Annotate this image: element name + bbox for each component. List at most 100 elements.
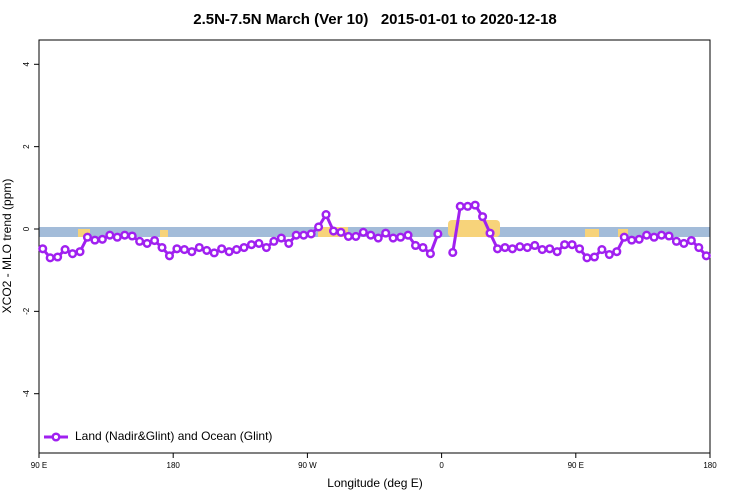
data-point — [604, 249, 614, 260]
data-point — [45, 253, 55, 263]
data-point — [60, 245, 70, 255]
data-point — [522, 242, 532, 253]
data-point — [53, 252, 63, 262]
y-tick-label: 4 — [22, 62, 31, 67]
data-point — [701, 251, 711, 261]
x-tick-label: 90 W — [298, 461, 317, 470]
data-point — [649, 232, 659, 242]
data-point — [343, 231, 353, 241]
data-point — [612, 247, 622, 257]
data-point — [202, 245, 212, 255]
data-point — [157, 242, 167, 253]
data-point — [388, 233, 398, 243]
data-point — [299, 230, 309, 240]
x-axis-label: Longitude (deg E) — [327, 476, 422, 490]
x-tick-label: 180 — [167, 461, 181, 470]
data-point — [306, 229, 316, 239]
data-point — [627, 235, 637, 245]
data-point — [619, 232, 629, 242]
data-point — [396, 232, 406, 242]
data-point — [284, 238, 294, 248]
data-point — [90, 235, 100, 245]
data-point — [276, 233, 286, 243]
data-point — [664, 231, 674, 241]
data-point — [507, 244, 517, 254]
data-point — [634, 234, 644, 244]
y-tick-label: -4 — [22, 390, 31, 398]
data-point — [530, 240, 540, 251]
plot-frame — [38, 39, 711, 454]
data-point — [232, 245, 242, 255]
data-point — [179, 245, 189, 255]
data-point — [567, 240, 577, 250]
data-point — [194, 242, 204, 253]
data-point — [589, 252, 599, 262]
data-point — [656, 230, 667, 240]
legend-marker — [51, 432, 61, 442]
data-point — [478, 212, 488, 222]
data-point — [187, 247, 197, 257]
data-point — [485, 228, 495, 238]
data-point — [552, 247, 562, 257]
data-point — [694, 242, 704, 253]
data-point — [470, 200, 480, 210]
data-point — [127, 231, 137, 241]
data-point — [142, 238, 152, 248]
data-point — [120, 230, 130, 240]
data-point — [366, 230, 376, 240]
data-point — [336, 227, 346, 237]
data-point — [425, 249, 435, 259]
y-tick-label: -2 — [22, 307, 31, 315]
data-point — [686, 235, 696, 246]
data-point — [418, 242, 428, 253]
data-point — [321, 210, 331, 220]
data-point — [560, 240, 570, 250]
data-point — [537, 245, 547, 255]
data-point — [68, 249, 78, 259]
data-point — [642, 230, 652, 240]
data-point — [381, 228, 391, 238]
data-point — [38, 244, 48, 254]
data-point — [582, 253, 592, 263]
data-point — [545, 244, 555, 254]
data-point — [164, 251, 175, 261]
data-point — [75, 247, 85, 257]
chart-title: 2.5N-7.5N March (Ver 10) 2015-01-01 to 2… — [193, 11, 557, 28]
data-point — [492, 244, 503, 254]
data-point — [97, 234, 107, 244]
data-point — [217, 244, 227, 254]
data-point — [224, 247, 234, 257]
data-point — [239, 242, 249, 253]
data-point — [679, 238, 689, 248]
x-tick-label: 180 — [703, 461, 717, 470]
data-point — [269, 236, 279, 246]
data-point — [373, 233, 383, 243]
data-point — [448, 247, 458, 258]
data-point — [351, 231, 361, 241]
data-point — [515, 242, 525, 252]
data-point — [112, 232, 122, 242]
x-tick-label: 90 E — [31, 461, 47, 470]
data-point — [358, 227, 368, 237]
data-point — [246, 240, 257, 250]
data-point — [291, 230, 301, 240]
data-point — [455, 201, 465, 211]
data-point — [209, 248, 219, 258]
data-point — [463, 201, 473, 211]
data-point — [82, 232, 93, 242]
data-point — [135, 236, 145, 246]
data-point — [433, 229, 443, 239]
data-point — [172, 244, 182, 254]
x-tick-label: 90 E — [568, 461, 584, 470]
data-point — [261, 242, 271, 253]
data-point — [500, 242, 510, 253]
y-axis-label: XCO2 - MLO trend (ppm) — [0, 179, 14, 314]
data-point — [403, 230, 413, 240]
data-point — [597, 245, 607, 255]
data-point — [671, 236, 682, 246]
data-point — [150, 235, 160, 246]
y-tick-label: 2 — [22, 144, 31, 149]
data-point — [328, 226, 339, 236]
x-tick-label: 0 — [439, 461, 444, 470]
